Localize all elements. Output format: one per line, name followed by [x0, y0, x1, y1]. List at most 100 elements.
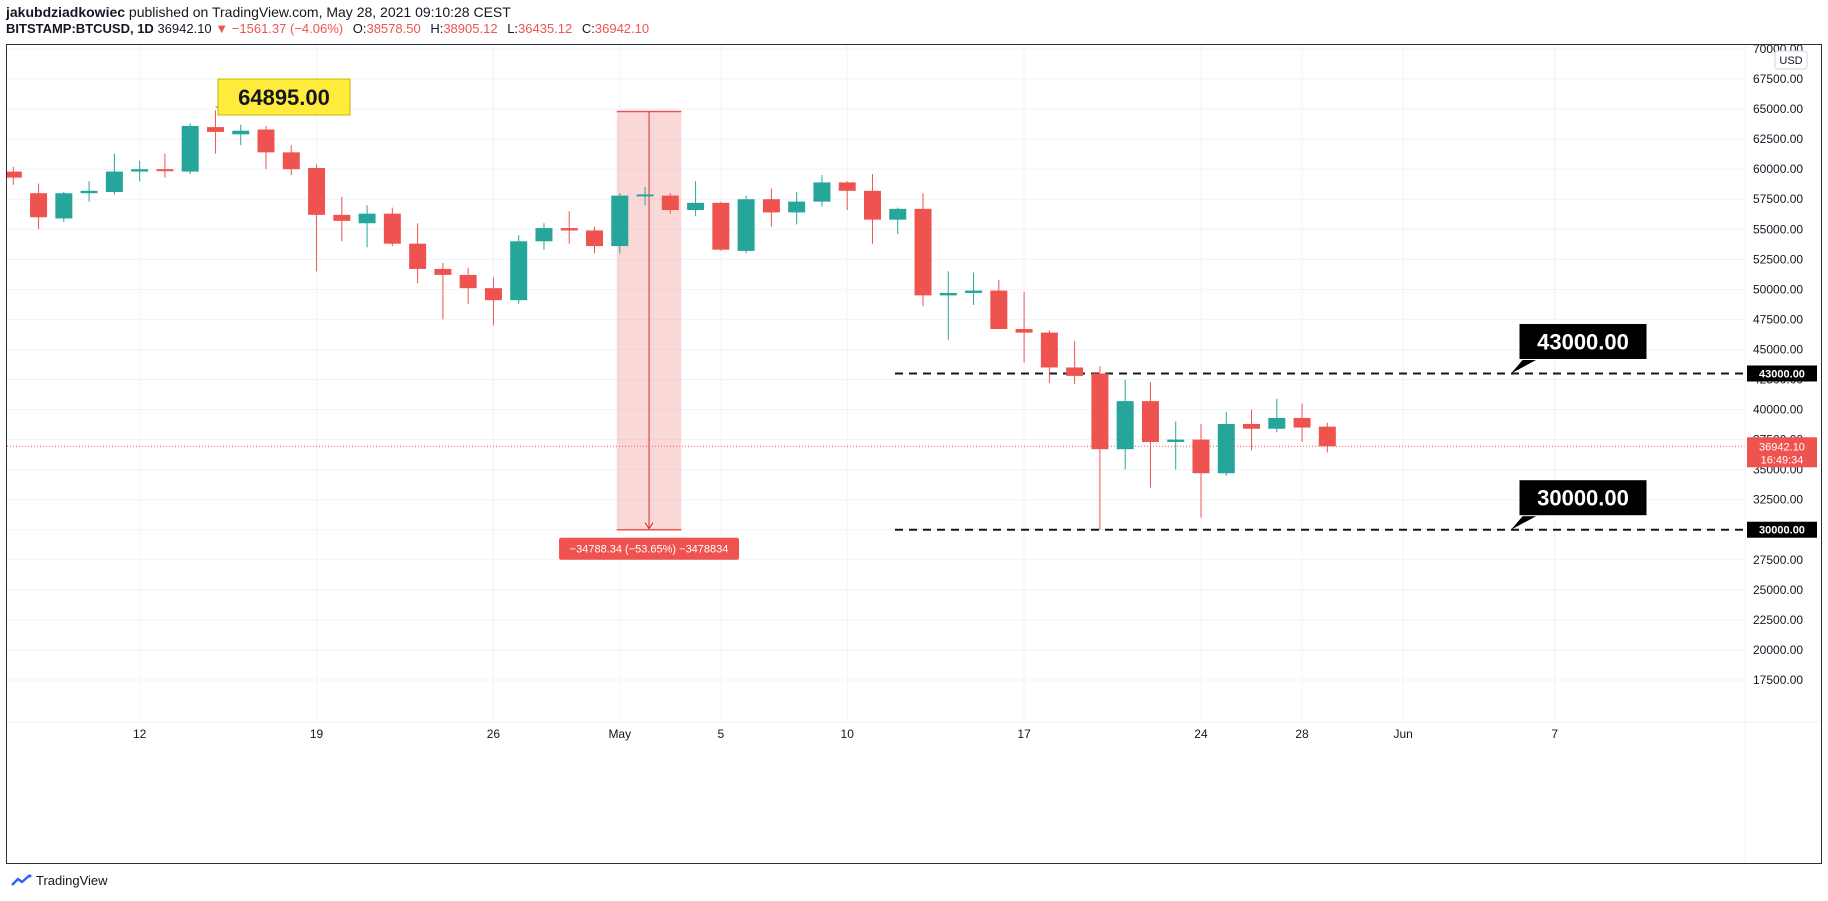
- candle-body[interactable]: [1167, 439, 1185, 442]
- price-tick-label: 62500.00: [1753, 132, 1803, 146]
- measure-label-box: [559, 537, 740, 560]
- candle-body[interactable]: [788, 201, 806, 213]
- candle-body[interactable]: [1015, 329, 1033, 333]
- candle-body[interactable]: [55, 193, 73, 219]
- candle-body[interactable]: [131, 169, 149, 172]
- time-tick-label: 17: [1017, 727, 1031, 741]
- candle-body[interactable]: [863, 190, 881, 220]
- time-tick-label: 5: [718, 727, 725, 741]
- candle-body[interactable]: [661, 195, 679, 211]
- candle-body[interactable]: [1116, 401, 1134, 450]
- high-callout-label: 64895.00: [238, 85, 330, 110]
- chart-frame[interactable]: −34788.34 (−53.65%) −3478834 64895.00 4300…: [6, 44, 1822, 864]
- level-callout-pointer: [1511, 359, 1537, 374]
- price-tick-label: 22500.00: [1753, 613, 1803, 627]
- candle-body[interactable]: [156, 169, 174, 172]
- currency-badge-label: USD: [1779, 55, 1802, 67]
- candle-body[interactable]: [636, 194, 654, 197]
- time-tick-label: Jun: [1393, 727, 1412, 741]
- time-tick-label: 12: [133, 727, 147, 741]
- candle-body[interactable]: [1243, 423, 1261, 429]
- candle-body[interactable]: [257, 129, 275, 153]
- high-label: H:: [430, 21, 444, 36]
- open-value: 38578.50: [366, 21, 421, 36]
- candle-body[interactable]: [409, 243, 427, 269]
- down-arrow-icon: ▼: [215, 21, 229, 36]
- price-tick-label: 55000.00: [1753, 222, 1803, 236]
- price-tick-label: 25000.00: [1753, 583, 1803, 597]
- close-value: 36942.10: [594, 21, 650, 36]
- candle-body[interactable]: [333, 214, 351, 221]
- candle-body[interactable]: [914, 208, 932, 296]
- candle-body[interactable]: [737, 199, 755, 251]
- candle-body[interactable]: [712, 202, 730, 250]
- last-price-tag-label: 36942.10: [1759, 441, 1805, 453]
- currency-badge[interactable]: [1774, 50, 1808, 70]
- time-tick-label: 24: [1194, 727, 1208, 741]
- candle-body[interactable]: [1293, 417, 1311, 428]
- price-chart[interactable]: −34788.34 (−53.65%) −3478834 64895.00 4300…: [7, 45, 1821, 863]
- level-callout-box[interactable]: [1518, 479, 1648, 517]
- candle-body[interactable]: [181, 125, 199, 172]
- price-tick-label: 45000.00: [1753, 342, 1803, 356]
- candle-body[interactable]: [838, 182, 856, 191]
- low-value: 36435.12: [518, 21, 573, 36]
- candle-body[interactable]: [232, 130, 250, 135]
- candle-body[interactable]: [383, 213, 401, 244]
- candle-body[interactable]: [1040, 332, 1058, 368]
- candle-body[interactable]: [282, 152, 300, 170]
- time-tick-label: May: [608, 727, 631, 741]
- candle-body[interactable]: [687, 202, 705, 211]
- author-name[interactable]: jakubdziadkowiec: [6, 4, 126, 20]
- level-price-tag: [1747, 365, 1817, 382]
- candle-body[interactable]: [30, 193, 48, 218]
- candle-body[interactable]: [308, 167, 326, 215]
- footer-brand[interactable]: TradingView: [10, 873, 108, 888]
- level-callout-label: 43000.00: [1537, 329, 1629, 354]
- candle-body[interactable]: [105, 171, 123, 193]
- level-callout-box[interactable]: [1518, 322, 1648, 360]
- symbol-label[interactable]: BITSTAMP:BTCUSD, 1D: [6, 21, 154, 36]
- price-tick-label: 52500.00: [1753, 252, 1803, 266]
- bar-countdown-label: 16:49:34: [1761, 454, 1804, 466]
- candle-body[interactable]: [965, 290, 983, 293]
- candle-body[interactable]: [586, 230, 604, 247]
- candle-body[interactable]: [80, 190, 98, 194]
- open-label: O:: [352, 21, 367, 36]
- price-tick-label: 17500.00: [1753, 673, 1803, 687]
- candle-body[interactable]: [1192, 439, 1210, 474]
- close-label: C:: [581, 21, 595, 36]
- candle-body[interactable]: [484, 288, 502, 301]
- price-tick-label: 60000.00: [1753, 162, 1803, 176]
- candle-body[interactable]: [762, 199, 780, 213]
- candle-body[interactable]: [1091, 373, 1109, 450]
- candle-body[interactable]: [990, 290, 1008, 330]
- candle-body[interactable]: [1318, 426, 1336, 447]
- level-price-tag-label: 43000.00: [1759, 368, 1805, 380]
- level-price-tag-label: 30000.00: [1759, 525, 1805, 537]
- candle-body[interactable]: [611, 195, 629, 247]
- candle-body[interactable]: [560, 228, 578, 231]
- candle-body[interactable]: [510, 241, 528, 301]
- high-callout-box[interactable]: [217, 78, 351, 116]
- footer-brand-label: TradingView: [36, 873, 108, 888]
- candle-body[interactable]: [1217, 423, 1235, 474]
- candle-body[interactable]: [7, 171, 22, 178]
- candle-body[interactable]: [889, 208, 907, 220]
- price-tick-label: 57500.00: [1753, 192, 1803, 206]
- level-price-tag: [1747, 521, 1817, 538]
- candle-body[interactable]: [206, 127, 224, 132]
- candle-body[interactable]: [813, 182, 831, 202]
- price-tick-label: 47500.00: [1753, 312, 1803, 326]
- candle-body[interactable]: [939, 292, 957, 296]
- candle-body[interactable]: [434, 268, 452, 275]
- candle-body[interactable]: [1268, 417, 1286, 429]
- candle-body[interactable]: [459, 274, 477, 289]
- measure-arrow-head: [644, 522, 654, 530]
- candle-body[interactable]: [358, 213, 376, 224]
- candle-body[interactable]: [1066, 367, 1084, 376]
- candle-body[interactable]: [1141, 401, 1159, 442]
- tradingview-logo-icon: [11, 873, 32, 886]
- publish-text: published on TradingView.com, May 28, 20…: [125, 4, 511, 20]
- candle-body[interactable]: [535, 228, 553, 242]
